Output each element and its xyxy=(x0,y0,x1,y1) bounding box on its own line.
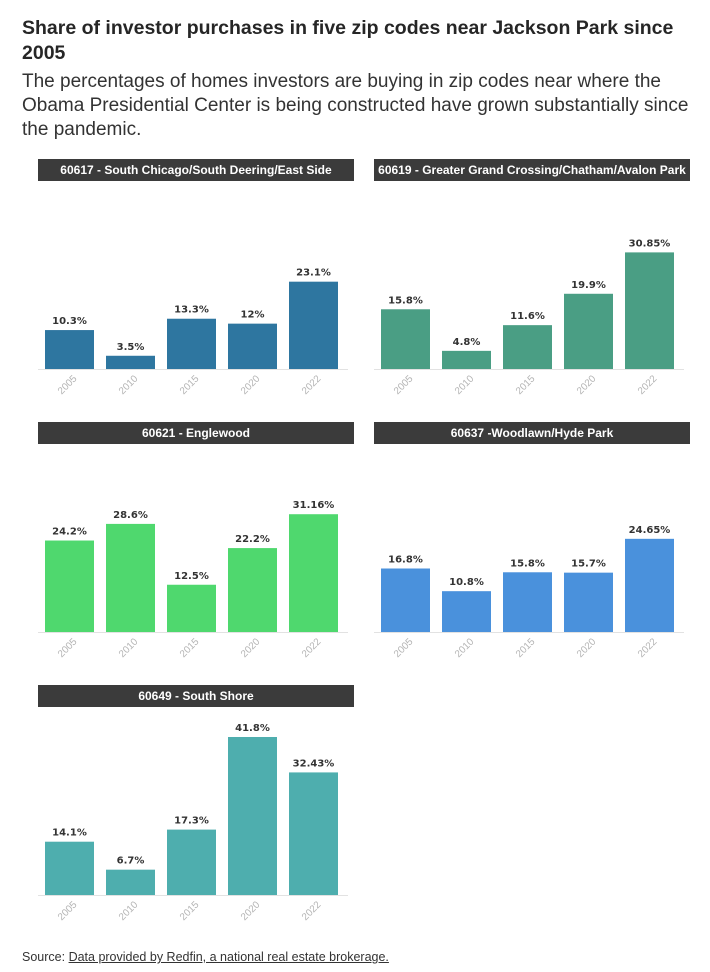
data-label-2010: 3.5% xyxy=(117,342,145,353)
x-tick-label-2022: 2022 xyxy=(300,636,324,660)
x-tick-label-2010: 2010 xyxy=(453,373,477,397)
x-tick-label-2015: 2015 xyxy=(178,899,202,923)
source-note: Source: Data provided by Redfin, a natio… xyxy=(22,950,389,964)
data-label-2022: 24.65% xyxy=(629,525,671,536)
bar-chart-60621: 24.2% 2005 28.6% 2010 12.5% 2015 22.2% 2020 31.1… xyxy=(38,500,348,660)
bar-2020 xyxy=(564,572,613,632)
data-label-2010: 28.6% xyxy=(113,510,148,521)
bar-2010 xyxy=(442,591,491,632)
x-tick-label-2005: 2005 xyxy=(56,899,80,923)
data-label-2015: 12.5% xyxy=(174,571,209,582)
data-label-2022: 23.1% xyxy=(296,268,331,279)
bar-2022 xyxy=(289,514,338,632)
bar-2020 xyxy=(228,323,277,369)
data-label-2015: 11.6% xyxy=(510,311,545,322)
panel-title: 60619 - Greater Grand Crossing/Chatham/A… xyxy=(374,159,690,181)
x-tick-label-2015: 2015 xyxy=(178,373,202,397)
data-label-2005: 14.1% xyxy=(52,828,87,839)
bar-2015 xyxy=(167,584,216,632)
x-tick-label-2005: 2005 xyxy=(392,373,416,397)
x-tick-label-2015: 2015 xyxy=(514,636,538,660)
panel-60617: 60617 - South Chicago/South Deering/East… xyxy=(38,159,354,409)
data-label-2010: 4.8% xyxy=(453,337,481,348)
data-label-2022: 32.43% xyxy=(293,758,335,769)
panel-title: 60621 - Englewood xyxy=(38,422,354,444)
x-tick-label-2020: 2020 xyxy=(239,899,263,923)
data-label-2020: 41.8% xyxy=(235,723,270,734)
bar-2022 xyxy=(289,281,338,369)
data-label-2010: 6.7% xyxy=(117,856,145,867)
x-tick-label-2020: 2020 xyxy=(575,373,599,397)
x-tick-label-2020: 2020 xyxy=(575,636,599,660)
x-tick-label-2010: 2010 xyxy=(117,636,141,660)
data-label-2015: 13.3% xyxy=(174,305,209,316)
bar-2010 xyxy=(106,355,155,369)
x-tick-label-2022: 2022 xyxy=(300,373,324,397)
bar-chart-60637: 16.8% 2005 10.8% 2010 15.8% 2015 15.7% 2020 24.6… xyxy=(374,525,684,660)
data-label-2022: 30.85% xyxy=(629,238,671,249)
data-label-2020: 12% xyxy=(241,310,265,321)
panel-60619: 60619 - Greater Grand Crossing/Chatham/A… xyxy=(374,159,690,409)
bar-2010 xyxy=(442,350,491,369)
bar-2020 xyxy=(228,736,277,895)
x-tick-label-2010: 2010 xyxy=(117,373,141,397)
data-label-2015: 15.8% xyxy=(510,558,545,569)
bar-2022 xyxy=(289,772,338,895)
chart-subtitle: The percentages of homes investors are b… xyxy=(22,71,689,140)
data-label-2020: 15.7% xyxy=(571,559,606,570)
data-label-2005: 10.3% xyxy=(52,316,87,327)
data-label-2005: 16.8% xyxy=(388,554,423,565)
bar-2022 xyxy=(625,252,674,369)
chart-title: Share of investor purchases in five zip … xyxy=(22,17,674,64)
x-tick-label-2015: 2015 xyxy=(178,636,202,660)
bar-2015 xyxy=(503,325,552,369)
x-tick-label-2020: 2020 xyxy=(239,373,263,397)
x-tick-label-2022: 2022 xyxy=(636,373,660,397)
x-tick-label-2015: 2015 xyxy=(514,373,538,397)
x-tick-label-2005: 2005 xyxy=(56,373,80,397)
x-tick-label-2005: 2005 xyxy=(56,636,80,660)
bar-chart-60619: 15.8% 2005 4.8% 2010 11.6% 2015 19.9% 2020 30.85… xyxy=(374,238,684,397)
panel-title: 60637 -Woodlawn/Hyde Park xyxy=(374,422,690,444)
panel-title: 60617 - South Chicago/South Deering/East… xyxy=(38,159,354,181)
bar-chart-60617: 10.3% 2005 3.5% 2010 13.3% 2015 12% 2020 23.1% 20… xyxy=(38,268,348,397)
bar-2015 xyxy=(503,572,552,632)
x-tick-label-2020: 2020 xyxy=(239,636,263,660)
x-tick-label-2005: 2005 xyxy=(392,636,416,660)
x-tick-label-2010: 2010 xyxy=(117,899,141,923)
bar-2020 xyxy=(564,293,613,369)
bar-2005 xyxy=(45,841,94,895)
source-prefix: Source: xyxy=(22,950,69,964)
x-tick-label-2022: 2022 xyxy=(300,899,324,923)
data-label-2005: 15.8% xyxy=(388,295,423,306)
bar-2010 xyxy=(106,523,155,632)
bar-2010 xyxy=(106,869,155,895)
panel-60621: 60621 - Englewood 24.2% 2005 28.6% 2010 12.5… xyxy=(38,422,354,672)
bar-2020 xyxy=(228,548,277,632)
x-tick-label-2022: 2022 xyxy=(636,636,660,660)
data-label-2005: 24.2% xyxy=(52,527,87,538)
bar-chart-60649: 14.1% 2005 6.7% 2010 17.3% 2015 41.8% 2020 32.43… xyxy=(38,723,348,923)
bar-2015 xyxy=(167,318,216,369)
bar-2005 xyxy=(381,309,430,369)
bar-2022 xyxy=(625,538,674,632)
source-link[interactable]: Data provided by Redfin, a national real… xyxy=(68,950,389,964)
x-tick-label-2010: 2010 xyxy=(453,636,477,660)
panel-60637: 60637 -Woodlawn/Hyde Park 16.8% 2005 10.8%… xyxy=(374,422,690,672)
bar-2005 xyxy=(381,568,430,632)
panel-60649: 60649 - South Shore 14.1% 2005 6.7% 2010 17.… xyxy=(38,685,354,935)
bar-2005 xyxy=(45,330,94,369)
data-label-2020: 22.2% xyxy=(235,534,270,545)
data-label-2022: 31.16% xyxy=(293,500,335,511)
data-label-2015: 17.3% xyxy=(174,816,209,827)
bar-2005 xyxy=(45,540,94,632)
panel-title: 60649 - South Shore xyxy=(38,685,354,707)
bar-2015 xyxy=(167,829,216,895)
data-label-2020: 19.9% xyxy=(571,280,606,291)
data-label-2010: 10.8% xyxy=(449,577,484,588)
